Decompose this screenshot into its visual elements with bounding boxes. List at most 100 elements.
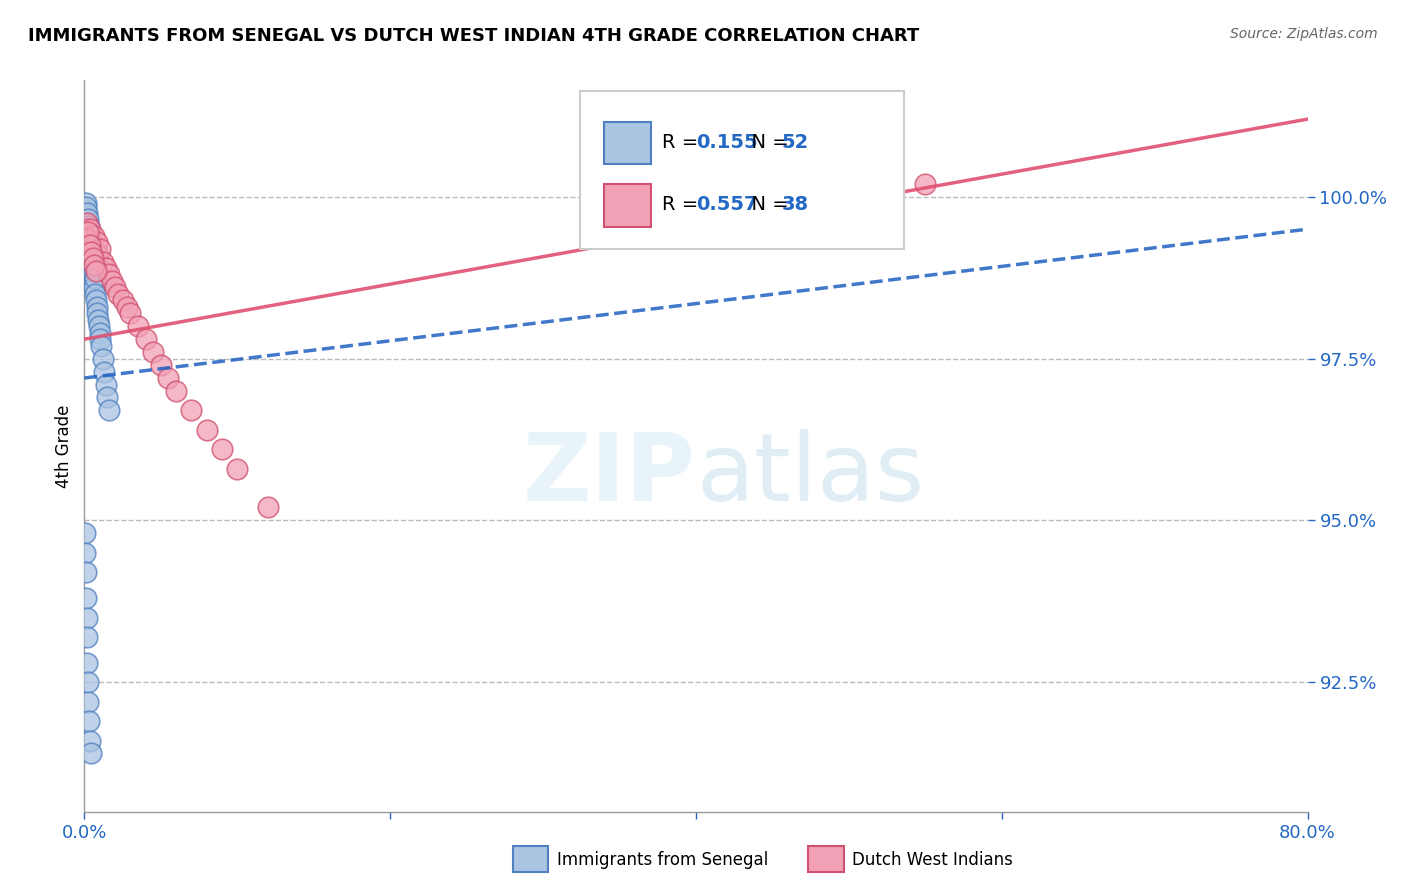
Point bbox=[120, 306, 142, 320]
Point bbox=[77, 226, 100, 240]
Point bbox=[75, 546, 97, 560]
Point bbox=[75, 526, 97, 541]
Point bbox=[94, 377, 117, 392]
Point bbox=[111, 293, 134, 308]
Point bbox=[79, 242, 101, 256]
Point bbox=[157, 371, 180, 385]
Point bbox=[83, 228, 105, 243]
Point bbox=[86, 235, 108, 249]
Point bbox=[90, 339, 112, 353]
Point bbox=[84, 264, 107, 278]
Point bbox=[77, 219, 100, 233]
Point bbox=[165, 384, 187, 398]
Point bbox=[76, 630, 98, 644]
Point bbox=[77, 226, 100, 240]
Point bbox=[75, 196, 97, 211]
Point bbox=[76, 222, 98, 236]
Point bbox=[79, 232, 101, 246]
Point bbox=[83, 274, 105, 288]
Point bbox=[75, 202, 97, 217]
Point bbox=[84, 286, 107, 301]
Point bbox=[211, 442, 233, 457]
Point bbox=[82, 252, 104, 266]
Point bbox=[75, 566, 97, 580]
Text: IMMIGRANTS FROM SENEGAL VS DUTCH WEST INDIAN 4TH GRADE CORRELATION CHART: IMMIGRANTS FROM SENEGAL VS DUTCH WEST IN… bbox=[28, 27, 920, 45]
Point bbox=[75, 591, 97, 606]
Point bbox=[127, 319, 149, 334]
FancyBboxPatch shape bbox=[605, 184, 651, 227]
Text: N =: N = bbox=[738, 195, 794, 214]
Y-axis label: 4th Grade: 4th Grade bbox=[55, 404, 73, 488]
Point bbox=[107, 286, 129, 301]
Text: 0.155: 0.155 bbox=[696, 133, 758, 152]
Point bbox=[226, 461, 249, 475]
Point bbox=[914, 177, 936, 191]
Text: ZIP: ZIP bbox=[523, 429, 696, 521]
Point bbox=[87, 248, 110, 262]
Point bbox=[142, 345, 165, 359]
Point bbox=[80, 235, 103, 249]
Point bbox=[195, 423, 218, 437]
Point bbox=[80, 238, 103, 252]
Point bbox=[76, 216, 98, 230]
Point bbox=[79, 733, 101, 747]
Point bbox=[87, 312, 110, 326]
Point bbox=[180, 403, 202, 417]
Point bbox=[91, 351, 114, 366]
Text: 38: 38 bbox=[782, 195, 808, 214]
Point bbox=[79, 238, 101, 252]
FancyBboxPatch shape bbox=[579, 91, 904, 249]
Point bbox=[84, 293, 107, 308]
Point bbox=[76, 216, 98, 230]
Point bbox=[83, 270, 105, 285]
FancyBboxPatch shape bbox=[605, 122, 651, 164]
Point bbox=[75, 222, 97, 236]
Point bbox=[82, 258, 104, 272]
Point bbox=[84, 242, 107, 256]
Text: 0.557: 0.557 bbox=[696, 195, 758, 214]
Point bbox=[135, 332, 157, 346]
Point bbox=[149, 358, 172, 372]
Point bbox=[83, 258, 105, 272]
Text: Immigrants from Senegal: Immigrants from Senegal bbox=[557, 851, 768, 869]
Point bbox=[79, 248, 101, 262]
Text: R =: R = bbox=[662, 133, 704, 152]
Point bbox=[104, 280, 127, 294]
Point bbox=[101, 274, 124, 288]
Text: 52: 52 bbox=[782, 133, 808, 152]
Point bbox=[89, 332, 111, 346]
Text: N =: N = bbox=[738, 133, 794, 152]
Point bbox=[80, 244, 103, 259]
Text: Source: ZipAtlas.com: Source: ZipAtlas.com bbox=[1230, 27, 1378, 41]
Point bbox=[91, 254, 114, 268]
Point bbox=[82, 268, 104, 282]
Point bbox=[86, 300, 108, 314]
Point bbox=[83, 280, 105, 294]
Point bbox=[79, 714, 101, 728]
Point bbox=[80, 244, 103, 259]
Point bbox=[76, 212, 98, 227]
Point bbox=[82, 252, 104, 266]
Point bbox=[76, 206, 98, 220]
Point bbox=[77, 695, 100, 709]
Point bbox=[77, 228, 100, 243]
Point bbox=[94, 260, 117, 275]
Point bbox=[75, 200, 97, 214]
Text: Dutch West Indians: Dutch West Indians bbox=[852, 851, 1012, 869]
Point bbox=[97, 403, 120, 417]
Point bbox=[96, 391, 118, 405]
Point bbox=[76, 656, 98, 670]
Point bbox=[115, 300, 138, 314]
Point bbox=[89, 242, 111, 256]
Point bbox=[87, 319, 110, 334]
Point bbox=[80, 254, 103, 268]
Point bbox=[77, 228, 100, 243]
Point bbox=[93, 365, 115, 379]
Point bbox=[97, 268, 120, 282]
Point bbox=[76, 610, 98, 624]
Point bbox=[86, 306, 108, 320]
Point bbox=[257, 500, 280, 515]
Point bbox=[79, 222, 101, 236]
Text: R =: R = bbox=[662, 195, 704, 214]
Point bbox=[75, 209, 97, 223]
